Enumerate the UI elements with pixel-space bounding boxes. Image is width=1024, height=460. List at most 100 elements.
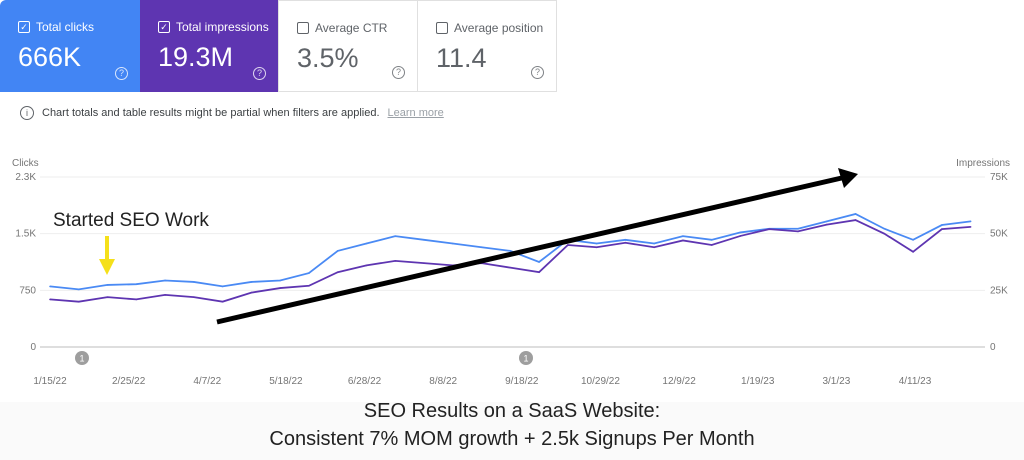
data-point-clicks <box>164 279 166 282</box>
data-point-impressions <box>710 244 713 246</box>
total-clicks-card[interactable]: ✓ Total clicks 666K ? <box>0 0 140 92</box>
annotation-marker[interactable]: 1 <box>75 351 89 365</box>
data-point-impressions <box>624 241 627 244</box>
data-point-clicks <box>710 239 713 241</box>
data-point-clicks <box>480 246 483 249</box>
data-point-impressions <box>423 262 425 264</box>
data-point-impressions <box>538 271 540 274</box>
yellow-arrow-shaft <box>105 236 109 260</box>
data-point-impressions <box>912 251 914 253</box>
data-point-impressions <box>193 296 195 298</box>
checkbox-unchecked-icon[interactable] <box>297 22 309 34</box>
card-label: Average CTR <box>315 21 388 35</box>
x-tick: 1/19/23 <box>741 376 775 387</box>
svg-text:1: 1 <box>79 354 84 364</box>
data-point-clicks <box>797 227 799 230</box>
checkbox-unchecked-icon[interactable] <box>436 22 448 34</box>
annotation-marker[interactable]: 1 <box>519 351 533 365</box>
data-point-clicks <box>106 284 109 286</box>
data-point-impressions <box>135 298 138 301</box>
data-point-impressions <box>250 291 253 294</box>
notice-text: Chart totals and table results might be … <box>42 107 380 119</box>
x-tick: 4/11/23 <box>899 376 932 387</box>
help-icon[interactable]: ? <box>531 66 544 79</box>
growth-trend-arrow <box>216 174 847 325</box>
data-point-clicks <box>682 235 684 237</box>
data-point-impressions <box>768 228 771 230</box>
svg-text:1: 1 <box>523 354 528 364</box>
series-line-impressions <box>49 219 971 303</box>
help-icon[interactable]: ? <box>392 66 405 79</box>
data-point-impressions <box>164 294 166 296</box>
help-icon[interactable]: ? <box>253 67 266 80</box>
checkbox-checked-icon[interactable]: ✓ <box>18 21 30 33</box>
caption-line-2: Consistent 7% MOM growth + 2.5k Signups … <box>269 428 755 450</box>
data-point-clicks <box>653 242 655 245</box>
x-tick: 4/7/22 <box>193 376 221 387</box>
data-point-clicks <box>854 213 857 215</box>
data-point-clicks <box>193 281 195 283</box>
data-point-impressions <box>49 298 51 301</box>
data-point-impressions <box>653 246 655 249</box>
data-point-clicks <box>365 242 368 245</box>
data-point-impressions <box>394 260 397 262</box>
data-point-clicks <box>538 261 540 263</box>
data-point-clicks <box>250 281 253 283</box>
x-tick: 1/15/22 <box>33 376 67 387</box>
x-tick: 5/18/22 <box>269 376 303 387</box>
data-point-impressions <box>797 230 799 233</box>
data-point-impressions <box>77 300 80 303</box>
card-value: 11.4 <box>436 43 487 73</box>
data-point-clicks <box>969 220 972 223</box>
y-right-tick: 75K <box>990 172 1008 183</box>
y-right-tick: 0 <box>990 342 996 353</box>
data-point-clicks <box>595 242 598 245</box>
data-point-impressions <box>221 300 224 303</box>
x-tick: 12/9/22 <box>662 376 696 387</box>
y-left-tick: 2.3K <box>15 172 36 183</box>
y-left-tick: 750 <box>19 285 36 296</box>
card-value: 3.5% <box>297 43 359 73</box>
data-point-clicks <box>451 242 454 245</box>
x-tick: 3/1/23 <box>822 376 850 387</box>
right-axis-label: Impressions <box>956 158 1010 169</box>
data-point-impressions <box>279 287 281 289</box>
data-point-clicks <box>221 285 224 288</box>
x-tick: 6/28/22 <box>348 376 382 387</box>
data-point-clicks <box>423 239 425 241</box>
data-point-impressions <box>825 223 828 226</box>
learn-more-link[interactable]: Learn more <box>387 107 444 119</box>
y-left-tick: 0 <box>30 342 36 353</box>
x-tick: 2/25/22 <box>112 376 146 387</box>
data-point-clicks <box>883 227 886 230</box>
data-point-impressions <box>682 239 684 242</box>
info-icon: i <box>20 106 34 120</box>
left-axis-label: Clicks <box>12 158 39 169</box>
data-point-clicks <box>739 231 742 234</box>
data-point-clicks <box>509 250 512 252</box>
card-label: Average position <box>454 21 544 35</box>
filter-notice: i Chart totals and table results might b… <box>20 106 444 120</box>
data-point-impressions <box>854 219 857 221</box>
data-point-clicks <box>825 220 828 223</box>
started-seo-annotation: Started SEO Work <box>53 210 209 231</box>
total-impressions-card[interactable]: ✓ Total impressions 19.3M ? <box>140 0 278 92</box>
data-point-impressions <box>595 246 598 249</box>
checkbox-checked-icon[interactable]: ✓ <box>158 21 170 33</box>
average-position-card[interactable]: Average position 11.4 ? <box>417 0 557 92</box>
data-point-impressions <box>969 226 972 228</box>
y-right-tick: 25K <box>990 285 1008 296</box>
data-point-impressions <box>739 235 742 237</box>
card-label: Total impressions <box>176 20 269 34</box>
growth-arrowhead <box>838 168 858 188</box>
average-ctr-card[interactable]: Average CTR 3.5% ? <box>278 0 418 92</box>
performance-chart: Clicks Impressions 0 0 750 25K 1.5K 50K 2.3K 75… <box>12 158 1010 387</box>
x-tick: 9/18/22 <box>505 376 539 387</box>
help-icon[interactable]: ? <box>115 67 128 80</box>
data-point-clicks <box>77 288 80 291</box>
data-point-clicks <box>279 279 281 282</box>
data-point-impressions <box>336 271 339 274</box>
y-right-tick: 50K <box>990 229 1008 240</box>
card-value: 666K <box>18 42 82 72</box>
data-point-impressions <box>567 244 569 246</box>
